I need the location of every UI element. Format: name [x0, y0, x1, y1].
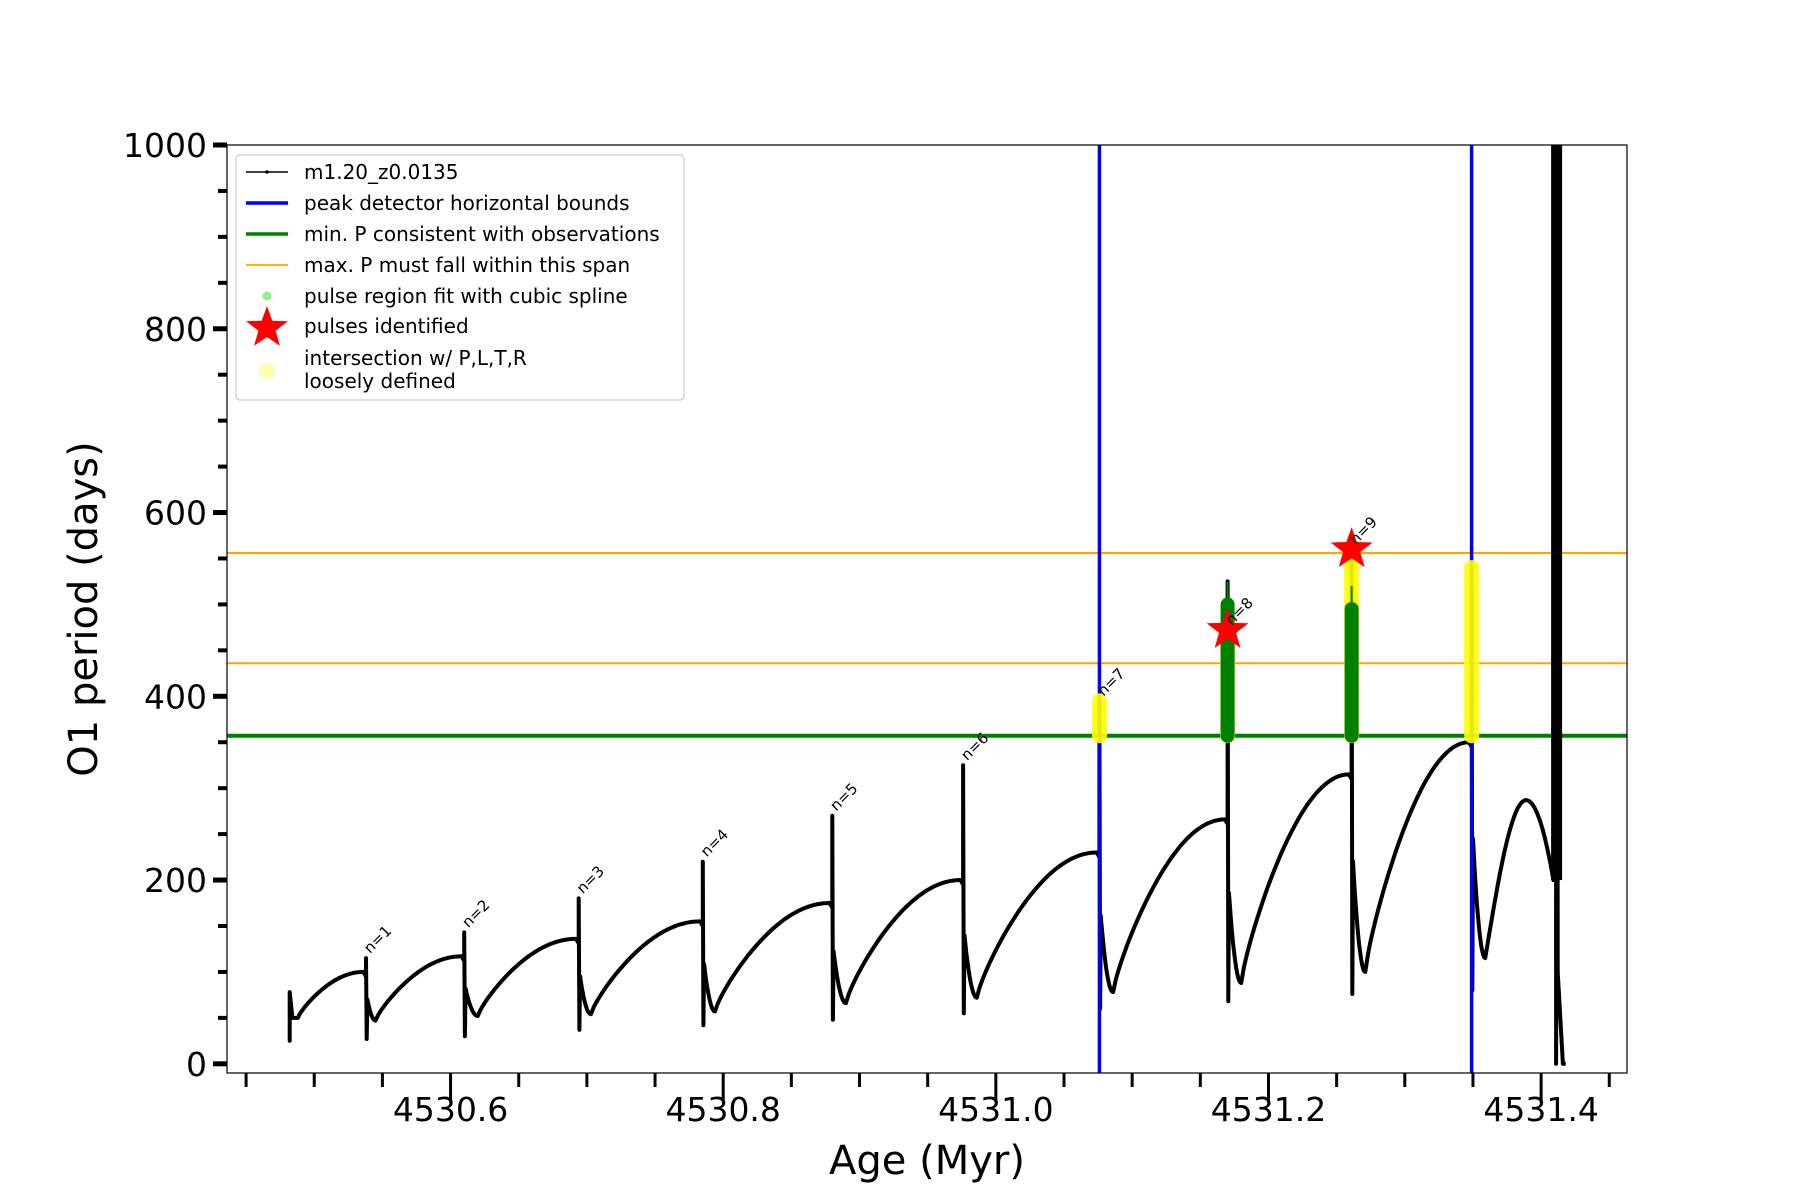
- pulse-label: n=1: [360, 922, 395, 957]
- series-final-spike: [1551, 145, 1563, 881]
- y-tick-label: 600: [144, 494, 207, 533]
- legend-label: max. P must fall within this span: [304, 253, 630, 277]
- legend-label: m1.20_z0.0135: [304, 160, 459, 184]
- x-tick-label: 4530.6: [393, 1090, 508, 1129]
- y-tick-label: 400: [144, 677, 207, 716]
- pulse-label: n=2: [458, 896, 493, 931]
- legend-label: loosely defined: [304, 369, 456, 393]
- x-tick-label: 4531.0: [938, 1090, 1053, 1129]
- legend-dot-icon: [259, 363, 275, 379]
- legend-label: intersection w/ P,L,T,R: [304, 346, 527, 370]
- x-axis-label: Age (Myr): [829, 1138, 1025, 1184]
- pulse-label: n=4: [697, 825, 732, 860]
- y-tick-label: 200: [144, 861, 207, 900]
- legend-dot-icon: [262, 291, 272, 301]
- pulse-identified-star: [1330, 527, 1373, 568]
- series-m1.20_z0.0135: [287, 145, 1566, 1066]
- y-axis-label: O1 period (days): [61, 441, 107, 776]
- x-tick-label: 4531.4: [1483, 1090, 1598, 1129]
- x-tick-label: 4531.2: [1211, 1090, 1326, 1129]
- legend-label: min. P consistent with observations: [304, 222, 660, 246]
- y-tick-label: 0: [186, 1045, 207, 1084]
- legend-box: [235, 154, 685, 401]
- y-tick-label: 1000: [123, 126, 207, 165]
- y-tick-label: 800: [144, 310, 207, 349]
- legend-label: pulses identified: [304, 314, 469, 338]
- legend-label: peak detector horizontal bounds: [304, 191, 630, 215]
- pulse-label: n=3: [573, 862, 608, 897]
- legend-dot-icon: [265, 170, 269, 174]
- legend-label: pulse region fit with cubic spline: [304, 284, 628, 308]
- axis-ticks: 4530.6 4530.8 4531.0 4531.2 4531.4 0 200 400 600…: [123, 126, 1611, 1129]
- x-tick-label: 4530.8: [665, 1090, 780, 1129]
- pulse-label: n=5: [826, 779, 861, 814]
- legend-star-icon: [246, 306, 288, 346]
- pulse-identified-star: [1206, 608, 1249, 648]
